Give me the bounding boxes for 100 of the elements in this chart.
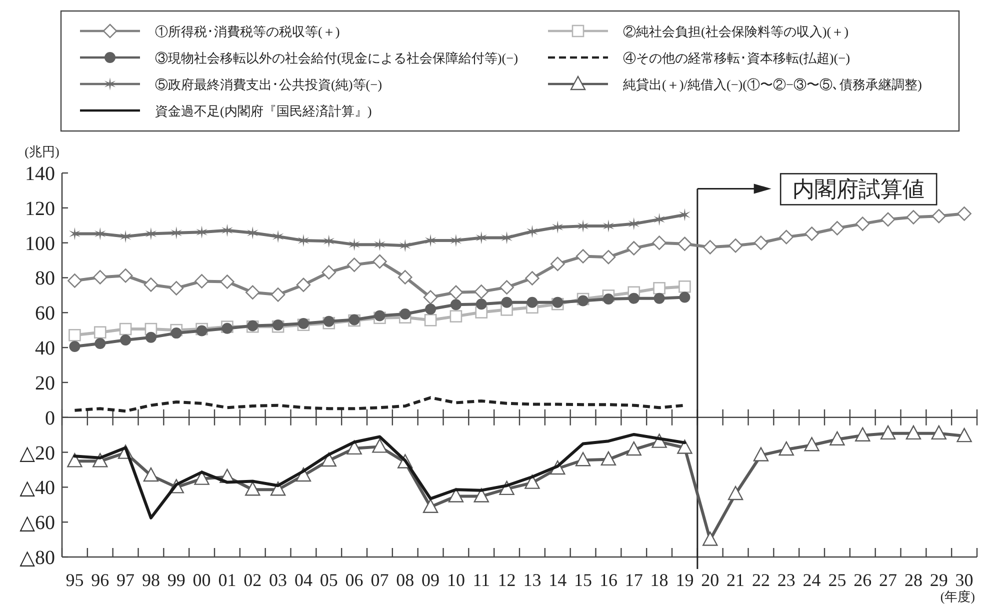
point xyxy=(526,224,538,238)
point xyxy=(653,282,666,294)
x-tick-label: 14 xyxy=(548,570,567,590)
point xyxy=(372,438,388,453)
x-tick-label: 12 xyxy=(498,570,516,590)
point xyxy=(855,216,870,231)
point xyxy=(956,428,972,442)
point xyxy=(321,452,336,467)
point xyxy=(906,425,922,440)
point xyxy=(550,256,565,272)
point xyxy=(855,427,870,442)
point xyxy=(423,290,438,304)
point xyxy=(245,482,260,496)
point xyxy=(804,437,820,452)
point xyxy=(804,226,819,241)
x-tick-label: 22 xyxy=(752,570,770,590)
point xyxy=(170,226,182,240)
x-tick-label: 08 xyxy=(396,570,414,590)
point xyxy=(69,341,80,352)
point xyxy=(906,210,921,224)
x-tick-label: 04 xyxy=(294,570,312,590)
point xyxy=(654,292,665,304)
point xyxy=(145,332,156,343)
point xyxy=(602,220,614,233)
point xyxy=(170,328,182,339)
point xyxy=(247,226,258,240)
point xyxy=(880,212,896,227)
point xyxy=(222,224,233,237)
point xyxy=(348,238,360,252)
x-tick-label: 21 xyxy=(726,570,745,590)
x-tick-label: 97 xyxy=(116,570,135,590)
y-tick-label: 20 xyxy=(35,372,55,394)
point xyxy=(196,226,208,239)
point xyxy=(94,326,106,339)
point xyxy=(67,453,82,468)
point xyxy=(374,238,386,252)
point xyxy=(169,281,184,296)
x-tick-label: 13 xyxy=(523,570,542,590)
point xyxy=(754,236,768,250)
point xyxy=(778,441,794,456)
point xyxy=(474,284,489,299)
point xyxy=(626,441,642,456)
point xyxy=(196,325,208,336)
point xyxy=(68,274,82,288)
point xyxy=(476,231,487,244)
y-axis-title: (兆円) xyxy=(24,144,60,159)
point xyxy=(323,234,334,248)
point xyxy=(932,208,946,224)
point xyxy=(448,488,464,502)
point xyxy=(94,338,106,350)
point xyxy=(880,425,896,440)
y-tick-label: △40 xyxy=(20,477,55,500)
point xyxy=(830,221,844,236)
legend-label: ④その他の経常移転･資本移転(払超)(−) xyxy=(623,50,850,66)
x-tick-label: 16 xyxy=(599,570,618,590)
point xyxy=(143,467,159,482)
x-tick-label: 02 xyxy=(244,570,262,590)
point xyxy=(678,236,692,252)
point xyxy=(652,236,666,250)
point xyxy=(957,206,972,221)
point xyxy=(400,239,411,252)
legend-label: ①所得税･消費税等の税収等(＋) xyxy=(155,24,340,39)
point xyxy=(500,280,514,294)
point xyxy=(424,314,437,326)
x-tick-label: 28 xyxy=(904,570,922,590)
point xyxy=(94,227,106,240)
point xyxy=(728,238,743,253)
point xyxy=(194,274,209,288)
point xyxy=(753,447,769,462)
point xyxy=(679,208,690,222)
point xyxy=(270,288,286,302)
y-tick-label: 60 xyxy=(35,302,55,325)
x-tick-label: 15 xyxy=(574,570,592,590)
point xyxy=(323,316,334,327)
legend-label: 純貸出(＋)/純借入(−)(①〜②−③〜⑤､債務承継調整) xyxy=(623,77,922,92)
point xyxy=(120,230,132,244)
legend-label: ③現物社会移転以外の社会給付(現金による社会保障給付等)(−) xyxy=(155,50,518,66)
x-tick-label: 30 xyxy=(955,570,974,590)
point xyxy=(372,254,387,269)
point xyxy=(702,532,718,546)
point xyxy=(298,234,310,248)
point xyxy=(272,230,284,244)
x-tick-label: 26 xyxy=(854,570,872,590)
point xyxy=(144,278,158,292)
x-tick-label: 25 xyxy=(828,570,846,590)
point xyxy=(779,230,794,244)
point xyxy=(552,220,564,234)
point xyxy=(424,234,436,248)
point xyxy=(398,270,412,284)
x-axis-title: (年度) xyxy=(940,589,975,604)
y-tick-label: 120 xyxy=(25,198,55,220)
x-tick-label: 18 xyxy=(650,570,668,590)
point xyxy=(92,270,108,284)
point xyxy=(450,299,462,310)
point xyxy=(931,425,946,440)
x-tick-label: 00 xyxy=(192,570,211,590)
point xyxy=(220,274,234,289)
point xyxy=(476,298,487,310)
point xyxy=(728,486,744,500)
point xyxy=(602,294,614,305)
